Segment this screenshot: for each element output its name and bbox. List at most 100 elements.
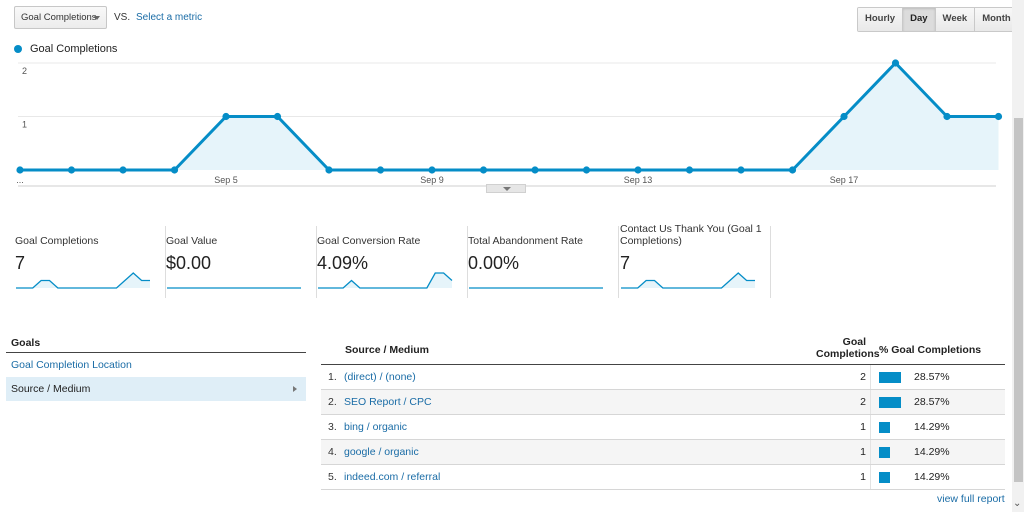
row-source-link[interactable]: bing / organic xyxy=(344,421,408,433)
row-number: 2. xyxy=(328,396,337,408)
chevron-down-icon xyxy=(94,16,100,20)
goal-item-completion-location[interactable]: Goal Completion Location xyxy=(11,359,132,371)
metric-select-dropdown[interactable]: Goal Completions xyxy=(14,6,107,29)
sparkline xyxy=(469,287,603,289)
x-tick-label: Sep 13 xyxy=(624,175,653,185)
scorecard-goal-conversion-rate[interactable]: Goal Conversion Rate 4.09% xyxy=(317,226,468,298)
chart-expand-handle[interactable] xyxy=(486,184,526,193)
select-metric-link[interactable]: Select a metric xyxy=(136,12,203,23)
data-point xyxy=(325,166,333,174)
table-header: Source / Medium Goal Completions % Goal … xyxy=(321,334,1005,365)
row-percentage-bar xyxy=(879,422,890,433)
scorecard-value: 7 xyxy=(620,253,631,273)
row-source-link[interactable]: google / organic xyxy=(344,446,419,458)
row-count: 1 xyxy=(860,421,866,433)
legend-label: Goal Completions xyxy=(30,43,118,55)
y-tick-label: 1 xyxy=(22,120,27,130)
row-count: 2 xyxy=(860,371,866,383)
column-header-source[interactable]: Source / Medium xyxy=(345,344,430,356)
scrollbar-thumb[interactable] xyxy=(1014,118,1023,482)
scroll-down-arrow-icon[interactable]: ⌄ xyxy=(1013,498,1022,509)
goals-panel-heading: Goals xyxy=(6,337,306,353)
sparkline-line xyxy=(621,272,755,289)
period-toggle-group: Hourly Day Week Month xyxy=(857,7,1019,32)
vs-label: VS. xyxy=(114,12,131,23)
row-percentage: 14.29% xyxy=(914,446,950,458)
view-full-report-link[interactable]: view full report xyxy=(937,493,1005,505)
series-area xyxy=(20,63,999,170)
series-line xyxy=(20,61,999,172)
sparkline-area xyxy=(318,273,452,288)
metric-select-label: Goal Completions xyxy=(21,12,97,23)
sparkline xyxy=(318,272,453,289)
scorecard-value: $0.00 xyxy=(166,253,212,273)
row-percentage: 28.57% xyxy=(914,371,950,383)
data-point xyxy=(428,166,436,174)
data-point xyxy=(943,112,951,121)
row-percentage: 28.57% xyxy=(914,396,950,408)
table-row: 1. (direct) / (none) 2 28.57% xyxy=(321,365,1005,390)
row-source-link[interactable]: indeed.com / referral xyxy=(344,471,441,483)
row-percentage-bar xyxy=(879,372,901,383)
data-point xyxy=(67,166,76,174)
data-point xyxy=(685,166,694,174)
data-point xyxy=(222,112,230,121)
goal-completions-chart: 1 2... Sep 5 Sep 9 Sep 13 Sep 17 xyxy=(16,59,1003,187)
data-point xyxy=(376,166,385,174)
month-button[interactable]: Month xyxy=(975,8,1018,31)
row-source-link[interactable]: SEO Report / CPC xyxy=(344,396,432,408)
legend-dot-icon xyxy=(14,45,22,53)
data-point xyxy=(737,166,745,174)
table-row: 4. google / organic 1 14.29% xyxy=(321,440,1005,465)
sparkline-area xyxy=(16,273,150,288)
row-number: 4. xyxy=(328,446,337,458)
sparkline-line xyxy=(318,272,453,289)
column-header-goal-completions[interactable]: Goal Completions xyxy=(816,336,880,360)
row-count: 1 xyxy=(860,446,866,458)
table-row: 2. SEO Report / CPC 2 28.57% xyxy=(321,390,1005,415)
row-count: 1 xyxy=(860,471,866,483)
scorecard-contact-us-goal[interactable]: Contact Us Thank You (Goal 1 Completions… xyxy=(620,223,771,298)
data-point xyxy=(788,166,797,174)
sparkline xyxy=(167,287,301,289)
row-percentage-bar xyxy=(879,397,901,408)
data-point xyxy=(840,112,848,121)
source-medium-table: Source / Medium Goal Completions % Goal … xyxy=(321,334,1005,490)
scorecard-label: Goal Completions xyxy=(15,235,99,247)
row-number: 3. xyxy=(328,421,337,433)
sparkline xyxy=(16,272,150,289)
scorecard-value: 7 xyxy=(15,253,26,273)
row-number: 1. xyxy=(328,371,337,383)
data-point xyxy=(531,166,539,174)
data-point xyxy=(119,166,127,174)
hourly-button[interactable]: Hourly xyxy=(858,8,904,31)
data-point xyxy=(170,166,179,174)
table-row: 5. indeed.com / referral 1 14.29% xyxy=(321,465,1005,490)
row-number: 5. xyxy=(328,471,337,483)
scorecard-label: Goal Conversion Rate xyxy=(317,235,421,247)
scorecard-value: 4.09% xyxy=(317,253,369,273)
row-percentage-bar xyxy=(879,447,890,458)
goal-item-source-medium[interactable]: Source / Medium xyxy=(6,377,306,401)
sparkline xyxy=(621,272,755,289)
scorecard-label: Goal Value xyxy=(166,235,218,247)
data-point xyxy=(891,59,900,67)
x-tick-label: Sep 5 xyxy=(214,175,238,185)
row-percentage-bar xyxy=(879,472,890,483)
data-point xyxy=(994,112,1003,121)
scorecard-goal-value[interactable]: Goal Value $0.00 xyxy=(166,226,317,298)
data-point xyxy=(582,166,591,174)
data-point xyxy=(479,166,488,174)
scorecard-label: Total Abandonment Rate xyxy=(468,235,583,247)
day-button[interactable]: Day xyxy=(903,8,936,31)
row-source-link[interactable]: (direct) / (none) xyxy=(344,371,416,383)
scorecard-goal-completions[interactable]: Goal Completions 7 xyxy=(15,226,166,298)
sparkline-line xyxy=(16,272,150,289)
x-tick-label: Sep 9 xyxy=(420,175,444,185)
data-point xyxy=(634,166,642,174)
week-button[interactable]: Week xyxy=(935,8,976,31)
x-tick-label: ... xyxy=(16,175,24,185)
y-tick-label: 2 xyxy=(22,66,27,76)
scorecard-total-abandonment-rate[interactable]: Total Abandonment Rate 0.00% xyxy=(468,226,619,298)
column-header-pct[interactable]: % Goal Completions xyxy=(879,344,982,356)
